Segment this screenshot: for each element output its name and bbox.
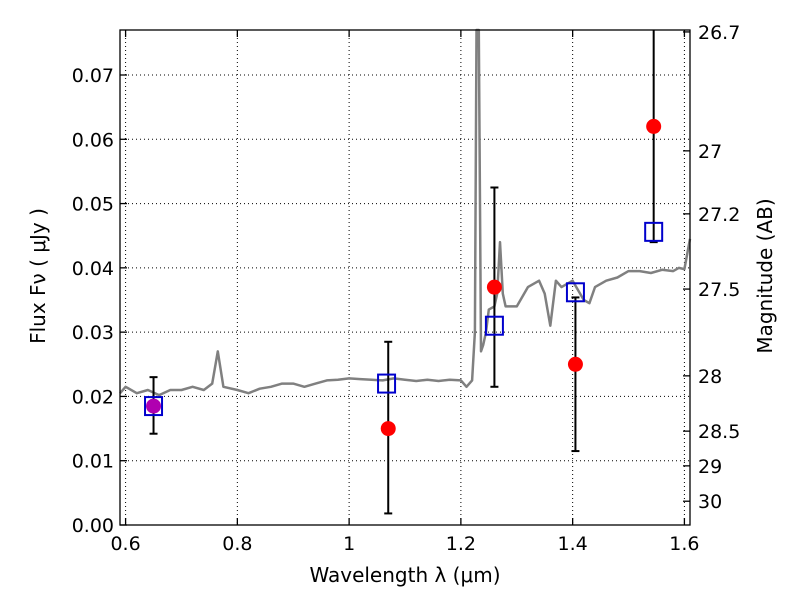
y2-axis-label: Magnitude (AB): [753, 198, 777, 353]
x-tick-label: 1: [343, 533, 355, 555]
x-tick-label: 1.4: [558, 533, 588, 555]
y-tick-label: 0.01: [72, 451, 114, 473]
error-bars: [149, 30, 658, 515]
plot-frame: [119, 29, 691, 526]
y-tick-label: 0.07: [72, 65, 114, 87]
observed-point: [380, 421, 396, 437]
y-tick-label: 0.00: [72, 515, 114, 537]
plot-border: [119, 29, 691, 526]
x-tick-label: 1.2: [446, 533, 476, 555]
x-tick-label: 0.6: [110, 533, 140, 555]
y2-tick-label: 29: [698, 456, 722, 478]
y2-tick-label: 26.7: [698, 22, 740, 44]
observed-series: [146, 118, 662, 437]
model-point: [565, 282, 585, 303]
y-axis-label: Flux Fν ( μJy ): [26, 208, 50, 344]
model-series: [144, 221, 664, 417]
grid: [120, 30, 690, 525]
y2-axis-ticks: 26.7 27 27.2 27.5 28 28.5 29 30: [683, 22, 740, 513]
x-tick-label: 1.6: [669, 533, 699, 555]
observed-point: [567, 356, 583, 372]
y2-tick-label: 28.5: [698, 421, 740, 443]
observed-point: [146, 398, 162, 414]
model-point: [644, 221, 664, 242]
spectrum-line: [119, 28, 692, 397]
y-tick-label: 0.04: [72, 258, 114, 280]
y-tick-label: 0.03: [72, 322, 114, 344]
y2-tick-label: 28: [698, 366, 722, 388]
y2-tick-label: 27.5: [698, 279, 740, 301]
y-tick-label: 0.06: [72, 129, 114, 151]
model-point: [144, 396, 164, 417]
model-point: [484, 315, 504, 336]
y-tick-label: 0.02: [72, 386, 114, 408]
model-point: [377, 373, 397, 394]
y-axis-ticks: 0.00 0.01 0.02 0.03 0.04 0.05 0.06 0.07: [72, 65, 127, 537]
y2-tick-label: 27: [698, 141, 722, 163]
y2-tick-label: 27.2: [698, 204, 740, 226]
x-tick-label: 0.8: [222, 533, 252, 555]
x-axis-ticks: 0.6 0.8 1 1.2 1.4 1.6: [110, 30, 700, 555]
observed-point: [486, 279, 502, 295]
y-tick-label: 0.05: [72, 194, 114, 216]
observed-point: [646, 118, 662, 134]
x-axis-label: Wavelength λ (μm): [309, 563, 500, 587]
y2-tick-label: 30: [698, 491, 722, 513]
spectrum-series: [119, 28, 692, 397]
